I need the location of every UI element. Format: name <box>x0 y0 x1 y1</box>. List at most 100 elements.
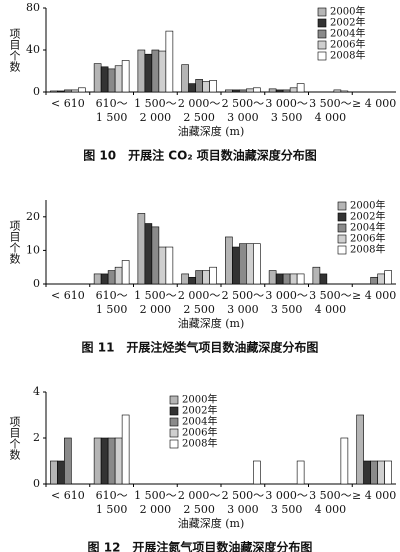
bar <box>253 243 261 285</box>
bar <box>370 460 378 485</box>
y-axis-label: 项目个数 <box>8 220 21 265</box>
figure-caption: 图 10 开展注 CO₂ 项目数油藏深度分布图 <box>83 148 317 163</box>
x-tick-label-line: 1 500 <box>96 111 128 124</box>
bar <box>340 437 349 485</box>
legend-swatch <box>169 406 179 416</box>
bar <box>151 49 160 93</box>
x-tick-label-line: 1 500 <box>96 503 128 516</box>
y-tick-label: 0 <box>33 477 40 490</box>
bar <box>195 270 203 285</box>
legend-label: 2008年 <box>182 437 217 450</box>
x-tick-label-line: 2 500 <box>183 303 215 316</box>
x-tick-label-line: 3 000～ <box>265 289 308 302</box>
bar <box>384 270 392 285</box>
y-tick-label: 0 <box>33 85 40 98</box>
bar <box>225 236 233 285</box>
bar <box>239 243 247 285</box>
x-tick-label-line: 4 000 <box>315 303 347 316</box>
x-tick-label: ≥ 4 000 <box>352 489 396 502</box>
y-axis-label: 项目个数 <box>8 28 21 73</box>
legend-label: 2002年 <box>350 210 385 223</box>
legend-label: 2004年 <box>350 221 385 234</box>
bar <box>188 83 196 93</box>
x-tick-label-line: 4 000 <box>315 111 347 124</box>
x-tick-label: ≥ 4 000 <box>352 289 396 302</box>
bar <box>232 89 240 93</box>
bar <box>340 90 349 93</box>
x-tick-label: 3 000～ 3 500 <box>265 289 308 316</box>
bar <box>289 273 298 285</box>
bar <box>282 89 291 93</box>
bar <box>296 460 305 485</box>
y-tick-label: 40 <box>26 43 40 56</box>
x-tick-label-line: 2 500～ <box>222 489 265 502</box>
x-tick-label: 3 500～ 4 000 <box>309 289 352 316</box>
x-tick-label: 2 000～ 2 500 <box>178 489 221 516</box>
bar <box>181 64 189 93</box>
bar <box>209 266 217 285</box>
y-axis-label: 项目个数 <box>8 416 21 461</box>
bar <box>114 65 123 93</box>
y-tick-label: 2 <box>33 431 40 444</box>
x-tick-label-line: 3 500～ <box>309 489 352 502</box>
x-tick-label-line: 3 500 <box>271 503 303 516</box>
legend-label: 2000年 <box>182 393 217 406</box>
bar <box>377 460 385 485</box>
bar <box>289 87 298 93</box>
bar <box>137 213 146 285</box>
legend-label: 2000年 <box>330 5 365 18</box>
x-tick-label: < 610 <box>51 97 85 110</box>
bar <box>296 83 305 93</box>
legend-swatch <box>317 18 327 28</box>
x-tick-label-line: 610～ <box>96 289 128 302</box>
bar <box>253 460 261 485</box>
x-tick-label: < 610 <box>51 489 85 502</box>
bar <box>195 79 203 93</box>
bar <box>253 87 261 93</box>
figure-caption: 图 12 开展注氮气项目数油藏深度分布图 <box>88 540 313 552</box>
bar <box>202 81 210 93</box>
x-tick-label-line: 1 500 <box>96 303 128 316</box>
x-tick-label-line: 3 500～ <box>309 289 352 302</box>
bar <box>268 88 277 93</box>
figure-caption: 图 11 开展注烃类气项目数油藏深度分布图 <box>82 340 319 355</box>
bar <box>137 49 146 93</box>
bar <box>64 89 72 93</box>
legend-swatch <box>317 40 327 50</box>
legend-label: 2008年 <box>330 49 365 62</box>
x-axis-label: 油藏深度 (m) <box>178 124 245 138</box>
bar <box>121 260 130 285</box>
x-tick-label-line: 2 500～ <box>222 289 265 302</box>
bar <box>151 226 160 285</box>
x-tick-label-line: 3 000～ <box>265 489 308 502</box>
legend-label: 2000年 <box>350 199 385 212</box>
x-tick-label: 2 500～ 3 000 <box>222 97 265 124</box>
legend-label: 2002年 <box>182 404 217 417</box>
legend-swatch <box>337 223 347 233</box>
legend-swatch <box>317 7 327 17</box>
bar <box>107 270 116 285</box>
legend-swatch <box>169 395 179 405</box>
bar <box>100 66 109 93</box>
bar <box>165 246 174 285</box>
x-tick-label-line: 3 000 <box>227 303 259 316</box>
legend-swatch <box>317 29 327 39</box>
x-tick-label: 3 000～ 3 500 <box>265 489 308 516</box>
x-tick-label-line: 1 500～ <box>134 489 177 502</box>
x-tick-label-line: 3 500 <box>271 303 303 316</box>
x-tick-label: < 610 <box>51 289 85 302</box>
bar <box>165 30 174 93</box>
x-tick-label-line: 2 000 <box>140 303 172 316</box>
x-tick-label: 3 000～ 3 500 <box>265 97 308 124</box>
bar <box>188 276 196 285</box>
y-tick-label: 80 <box>26 1 40 14</box>
legend-swatch <box>337 234 347 244</box>
x-tick-label-line: 2 000～ <box>178 289 221 302</box>
x-tick-label-line: 4 000 <box>315 503 347 516</box>
bar <box>246 88 254 93</box>
bar <box>275 89 284 93</box>
y-tick-label: 4 <box>33 385 40 398</box>
bar <box>296 273 305 285</box>
bar <box>209 80 217 93</box>
x-tick-label: 610～ 1 500 <box>96 289 128 316</box>
